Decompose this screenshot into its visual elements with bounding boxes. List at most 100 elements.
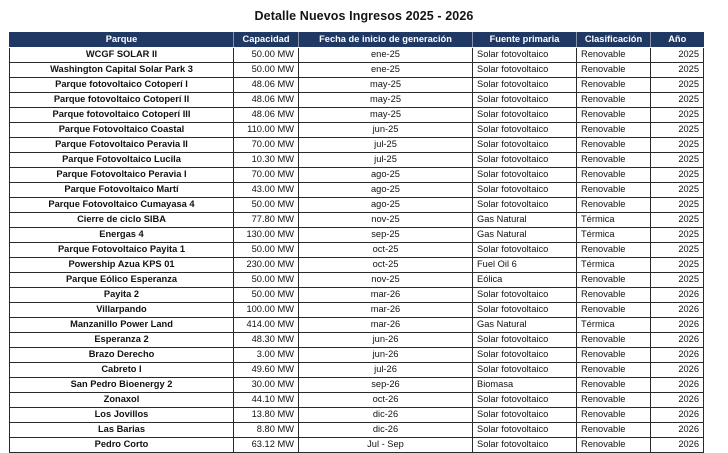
cell-fuente-primaria: Solar fotovoltaico	[472, 106, 577, 123]
cell-clasificacion: Renovable	[576, 436, 651, 453]
cell-fuente-primaria: Solar fotovoltaico	[472, 361, 577, 378]
cell-clasificacion: Renovable	[576, 46, 651, 63]
cell-capacidad: 63.12 MW	[233, 436, 299, 453]
cell-ano: 2026	[650, 331, 704, 348]
cell-fecha-inicio: ene-25	[298, 61, 473, 78]
cell-capacidad: 100.00 MW	[233, 301, 299, 318]
table-row: Parque Fotovoltaico Lucila 10.30 MW jul-25…	[9, 151, 704, 168]
cell-fecha-inicio: oct-25	[298, 241, 473, 258]
cell-clasificacion: Térmica	[576, 211, 651, 228]
cell-ano: 2025	[650, 226, 704, 243]
cell-fuente-primaria: Solar fotovoltaico	[472, 286, 577, 303]
cell-fecha-inicio: dic-26	[298, 421, 473, 438]
table-row: Parque Fotovoltaico Peravia II 70.00 MW ju…	[9, 136, 704, 153]
cell-clasificacion: Renovable	[576, 166, 651, 183]
cell-capacidad: 50.00 MW	[233, 241, 299, 258]
cell-ano: 2026	[650, 436, 704, 453]
cell-clasificacion: Renovable	[576, 286, 651, 303]
cell-capacidad: 30.00 MW	[233, 376, 299, 393]
cell-clasificacion: Térmica	[576, 316, 651, 333]
cell-fecha-inicio: mar-26	[298, 301, 473, 318]
cell-capacidad: 50.00 MW	[233, 286, 299, 303]
cell-capacidad: 48.06 MW	[233, 76, 299, 93]
table-body: WCGF SOLAR II 50.00 MW ene-25 Solar fotovol…	[9, 46, 704, 453]
cell-ano: 2026	[650, 421, 704, 438]
cell-parque: Parque Fotovoltaico Lucila	[9, 151, 234, 168]
cell-clasificacion: Renovable	[576, 406, 651, 423]
cell-parque: Energas 4	[9, 226, 234, 243]
cell-parque: Parque fotovoltaico Cotoperí I	[9, 76, 234, 93]
cell-clasificacion: Renovable	[576, 136, 651, 153]
cell-parque: Manzanillo Power Land	[9, 316, 234, 333]
cell-ano: 2025	[650, 271, 704, 288]
cell-fuente-primaria: Solar fotovoltaico	[472, 91, 577, 108]
table-row: Parque Fotovoltaico Cumayasa 4 50.00 MW ag…	[9, 196, 704, 213]
cell-fuente-primaria: Solar fotovoltaico	[472, 241, 577, 258]
table-row: Powership Azua KPS 01 230.00 MW oct-25 Fuel…	[9, 256, 704, 273]
cell-fecha-inicio: jul-25	[298, 136, 473, 153]
cell-parque: Los Jovillos	[9, 406, 234, 423]
cell-fuente-primaria: Solar fotovoltaico	[472, 151, 577, 168]
table-row: Villarpando 100.00 MW mar-26 Solar fotovolt…	[9, 301, 704, 318]
cell-capacidad: 48.06 MW	[233, 106, 299, 123]
table-row: Los Jovillos 13.80 MW dic-26 Solar fotovolt…	[9, 406, 704, 423]
cell-clasificacion: Renovable	[576, 331, 651, 348]
cell-capacidad: 3.00 MW	[233, 346, 299, 363]
cell-fecha-inicio: may-25	[298, 76, 473, 93]
cell-fecha-inicio: ago-25	[298, 166, 473, 183]
cell-fuente-primaria: Solar fotovoltaico	[472, 136, 577, 153]
cell-parque: Parque Eólico Esperanza	[9, 271, 234, 288]
table-row: Parque Fotovoltaico Payita 1 50.00 MW oct-…	[9, 241, 704, 258]
cell-clasificacion: Renovable	[576, 241, 651, 258]
cell-fecha-inicio: sep-26	[298, 376, 473, 393]
table-row: Parque fotovoltaico Cotoperí II 48.06 MW m…	[9, 91, 704, 108]
cell-clasificacion: Renovable	[576, 301, 651, 318]
cell-capacidad: 43.00 MW	[233, 181, 299, 198]
cell-capacidad: 50.00 MW	[233, 196, 299, 213]
cell-clasificacion: Renovable	[576, 76, 651, 93]
cell-parque: Esperanza 2	[9, 331, 234, 348]
cell-fecha-inicio: mar-26	[298, 286, 473, 303]
cell-clasificacion: Renovable	[576, 421, 651, 438]
cell-parque: Powership Azua KPS 01	[9, 256, 234, 273]
cell-ano: 2025	[650, 211, 704, 228]
cell-parque: Payita 2	[9, 286, 234, 303]
cell-capacidad: 49.60 MW	[233, 361, 299, 378]
cell-fuente-primaria: Biomasa	[472, 376, 577, 393]
cell-ano: 2025	[650, 91, 704, 108]
cell-fecha-inicio: sep-25	[298, 226, 473, 243]
cell-fecha-inicio: Jul - Sep	[298, 436, 473, 453]
table-row: Parque fotovoltaico Cotoperí I 48.06 MW ma…	[9, 76, 704, 93]
cell-fecha-inicio: may-25	[298, 106, 473, 123]
cell-ano: 2026	[650, 301, 704, 318]
cell-capacidad: 70.00 MW	[233, 136, 299, 153]
cell-clasificacion: Renovable	[576, 196, 651, 213]
cell-fuente-primaria: Gas Natural	[472, 316, 577, 333]
cell-parque: Brazo Derecho	[9, 346, 234, 363]
cell-clasificacion: Térmica	[576, 256, 651, 273]
cell-clasificacion: Renovable	[576, 61, 651, 78]
cell-fecha-inicio: oct-25	[298, 256, 473, 273]
table-row: Parque Eólico Esperanza 50.00 MW nov-25 Eól…	[9, 271, 704, 288]
cell-ano: 2025	[650, 121, 704, 138]
table-row: WCGF SOLAR II 50.00 MW ene-25 Solar fotovol…	[9, 46, 704, 63]
cell-fuente-primaria: Eólica	[472, 271, 577, 288]
cell-parque: Parque fotovoltaico Cotoperí III	[9, 106, 234, 123]
cell-fuente-primaria: Gas Natural	[472, 226, 577, 243]
cell-fecha-inicio: mar-26	[298, 316, 473, 333]
cell-ano: 2026	[650, 391, 704, 408]
cell-parque: WCGF SOLAR II	[9, 46, 234, 63]
cell-capacidad: 70.00 MW	[233, 166, 299, 183]
cell-clasificacion: Renovable	[576, 181, 651, 198]
table-row: Pedro Corto 63.12 MW Jul - Sep Solar fotovo…	[9, 436, 704, 453]
cell-clasificacion: Renovable	[576, 151, 651, 168]
nuevos-ingresos-table: Parque Capacidad Fecha de inicio de genera…	[9, 32, 704, 453]
cell-fuente-primaria: Solar fotovoltaico	[472, 196, 577, 213]
cell-fuente-primaria: Solar fotovoltaico	[472, 76, 577, 93]
cell-ano: 2026	[650, 316, 704, 333]
cell-fuente-primaria: Solar fotovoltaico	[472, 331, 577, 348]
table-row: San Pedro Bioenergy 2 30.00 MW sep-26 Bioma…	[9, 376, 704, 393]
cell-clasificacion: Renovable	[576, 361, 651, 378]
cell-fuente-primaria: Solar fotovoltaico	[472, 346, 577, 363]
cell-capacidad: 10.30 MW	[233, 151, 299, 168]
